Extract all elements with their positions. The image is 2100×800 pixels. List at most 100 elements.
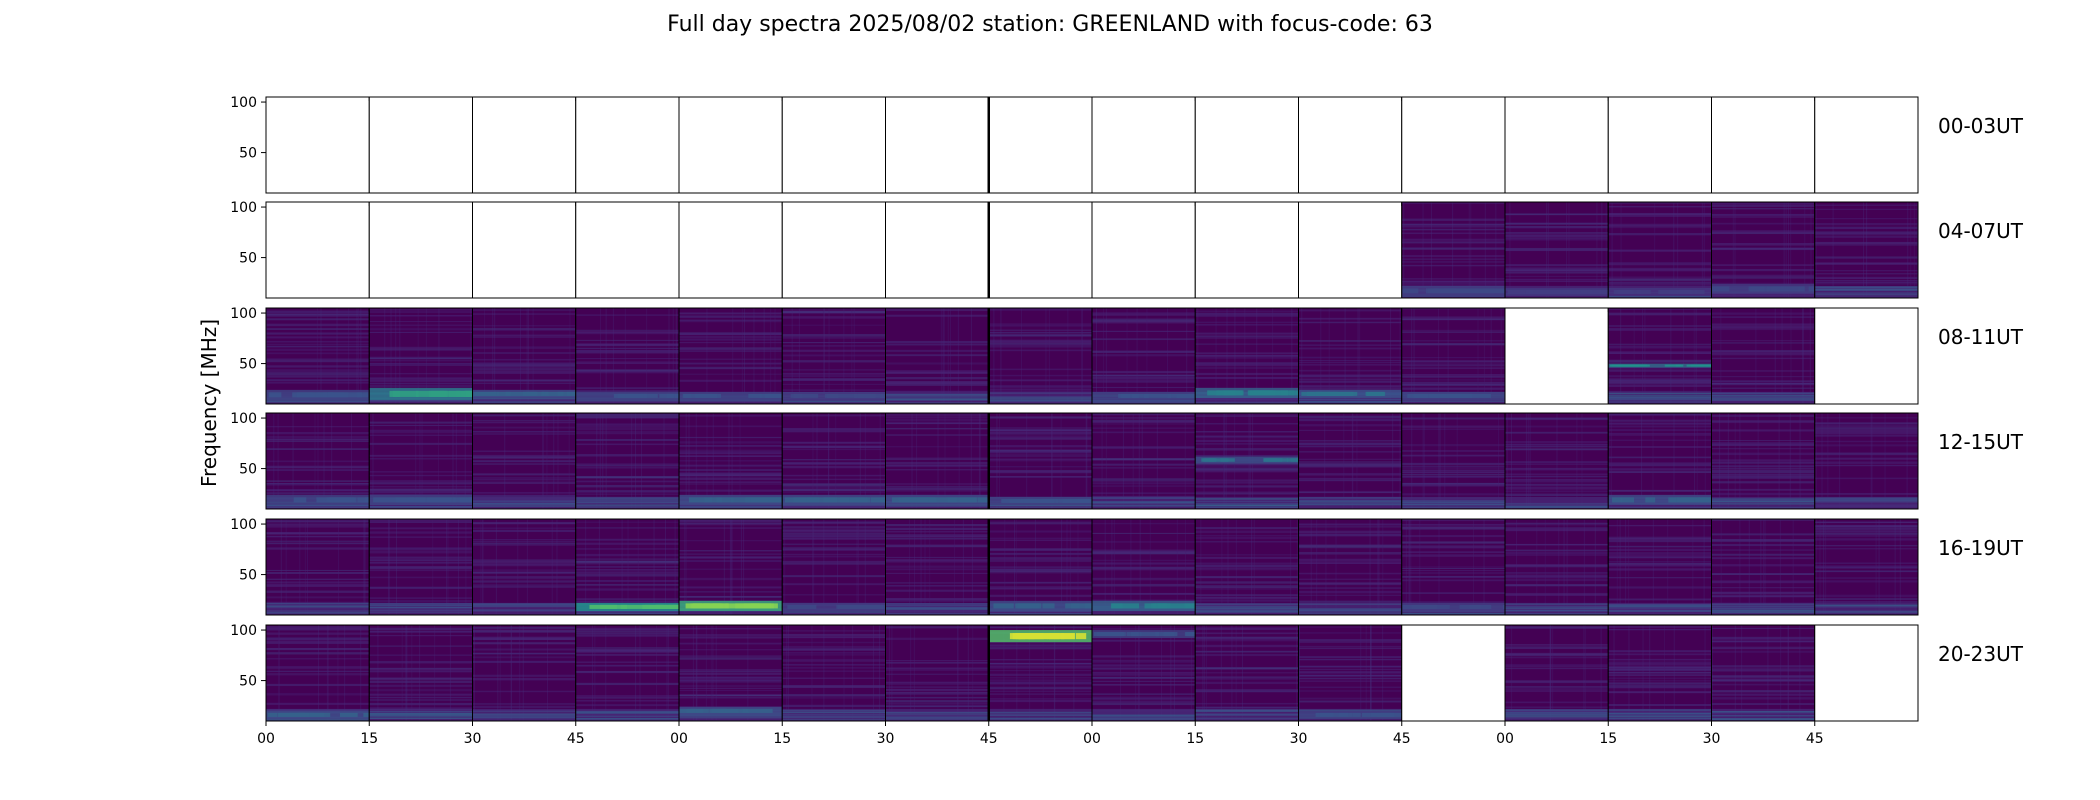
axes: 100 50 100 50 100 50 100 50 100 50 100 50 00 15 30 45 00… bbox=[230, 95, 1823, 747]
spectrum-panel bbox=[368, 624, 473, 722]
spectral-feature bbox=[575, 391, 679, 400]
x-tick-label: 00 bbox=[670, 731, 688, 747]
empty-panel bbox=[781, 96, 886, 194]
spectrum-panel bbox=[1091, 518, 1196, 616]
panel-grid bbox=[265, 96, 1919, 722]
spectral-feature bbox=[1092, 600, 1196, 611]
empty-panel bbox=[1814, 624, 1919, 722]
spectrum-panel bbox=[1607, 201, 1712, 299]
spectral-feature bbox=[885, 494, 989, 505]
spectrum-panel bbox=[1607, 307, 1712, 405]
empty-panel bbox=[1401, 96, 1506, 194]
empty-panel bbox=[472, 201, 577, 299]
spectrum-panel bbox=[1504, 518, 1609, 616]
y-tick-label: 50 bbox=[239, 146, 257, 162]
spectrum-panel bbox=[678, 307, 783, 405]
spectrum-panel bbox=[885, 518, 990, 616]
spectrum-panel bbox=[472, 624, 577, 722]
empty-panel bbox=[678, 96, 783, 194]
row-labels: 00-03UT 04-07UT 08-11UT 12-15UT 16-19UT 20-23… bbox=[1938, 114, 2024, 666]
empty-panel bbox=[1091, 96, 1196, 194]
spectral-feature bbox=[1195, 456, 1299, 464]
spectrum-panel bbox=[575, 518, 680, 616]
spectra-row bbox=[265, 518, 1919, 616]
x-tick-label: 45 bbox=[567, 731, 585, 747]
empty-panel bbox=[575, 201, 680, 299]
spectral-feature bbox=[679, 706, 783, 715]
x-tick-label: 30 bbox=[464, 731, 482, 747]
empty-panel bbox=[1504, 96, 1609, 194]
spectrum-panel bbox=[988, 624, 1093, 722]
empty-panel bbox=[368, 201, 473, 299]
x-tick-label: 15 bbox=[1186, 731, 1204, 747]
spectrum-panel bbox=[368, 307, 473, 405]
empty-panel bbox=[781, 201, 886, 299]
spectrum-panel bbox=[472, 412, 577, 510]
x-tick-label: 00 bbox=[257, 731, 275, 747]
spectral-feature bbox=[782, 602, 886, 611]
spectrum-panel bbox=[1504, 412, 1609, 510]
x-tick-label: 30 bbox=[1703, 731, 1721, 747]
spectrum-panel bbox=[1401, 412, 1506, 510]
spectral-feature bbox=[266, 389, 370, 400]
spectrum-panel bbox=[575, 412, 680, 510]
empty-panel bbox=[1298, 201, 1403, 299]
spectrum-panel bbox=[368, 518, 473, 616]
spectrum-panel bbox=[1711, 201, 1816, 299]
spectrum-panel bbox=[1091, 412, 1196, 510]
spectrum-panel bbox=[265, 412, 370, 510]
y-tick-label: 50 bbox=[239, 568, 257, 584]
row-label: 08-11UT bbox=[1938, 325, 2024, 349]
empty-panel bbox=[885, 201, 990, 299]
spectrum-panel bbox=[1401, 201, 1506, 299]
spectrum-panel bbox=[885, 624, 990, 722]
empty-panel bbox=[575, 96, 680, 194]
spectra-row bbox=[265, 201, 1919, 299]
spectrum-panel bbox=[1194, 412, 1299, 510]
x-tick-label: 15 bbox=[1599, 731, 1617, 747]
spectra-row bbox=[265, 307, 1919, 405]
y-tick-label: 100 bbox=[230, 200, 257, 216]
empty-panel bbox=[885, 96, 990, 194]
spectrum-panel bbox=[988, 412, 1093, 510]
x-tick-label: 00 bbox=[1496, 731, 1514, 747]
spectral-feature bbox=[1608, 363, 1712, 368]
spectrum-panel bbox=[265, 624, 370, 722]
spectrum-panel bbox=[678, 518, 783, 616]
spectrum-panel bbox=[1298, 624, 1403, 722]
empty-panel bbox=[988, 201, 1093, 299]
spectrum-panel bbox=[1504, 201, 1609, 299]
row-label: 04-07UT bbox=[1938, 219, 2024, 243]
row-label: 20-23UT bbox=[1938, 642, 2024, 666]
spectrum-panel bbox=[1298, 518, 1403, 616]
empty-panel bbox=[1814, 307, 1919, 405]
x-tick-label: 45 bbox=[1393, 731, 1411, 747]
spectrum-panel bbox=[1091, 307, 1196, 405]
spectrum-panel bbox=[781, 518, 886, 616]
spectrum-panel bbox=[265, 518, 370, 616]
spectrum-panel bbox=[781, 412, 886, 510]
x-tick-label: 45 bbox=[980, 731, 998, 747]
spectrum-panel bbox=[781, 307, 886, 405]
spectrum-panel bbox=[1194, 307, 1299, 405]
spectrum-panel bbox=[885, 307, 990, 405]
spectra-row bbox=[265, 624, 1919, 722]
y-tick-label: 100 bbox=[230, 411, 257, 427]
spectral-feature bbox=[1608, 494, 1712, 505]
empty-panel bbox=[472, 96, 577, 194]
spectrum-panel bbox=[1711, 307, 1816, 405]
empty-panel bbox=[1401, 624, 1506, 722]
spectrum-panel bbox=[678, 412, 783, 510]
spectrum-panel bbox=[1298, 307, 1403, 405]
spectrum-panel bbox=[368, 412, 473, 510]
x-tick-label: 15 bbox=[360, 731, 378, 747]
x-tick-label: 45 bbox=[1806, 731, 1824, 747]
x-tick-label: 30 bbox=[1290, 731, 1308, 747]
spectral-feature bbox=[1195, 387, 1299, 398]
spectrum-panel bbox=[885, 412, 990, 510]
empty-panel bbox=[265, 96, 370, 194]
y-axis-label: Frequency [MHz] bbox=[197, 319, 221, 487]
x-tick-label: 30 bbox=[877, 731, 895, 747]
spectral-feature bbox=[369, 494, 473, 505]
empty-panel bbox=[1814, 96, 1919, 194]
